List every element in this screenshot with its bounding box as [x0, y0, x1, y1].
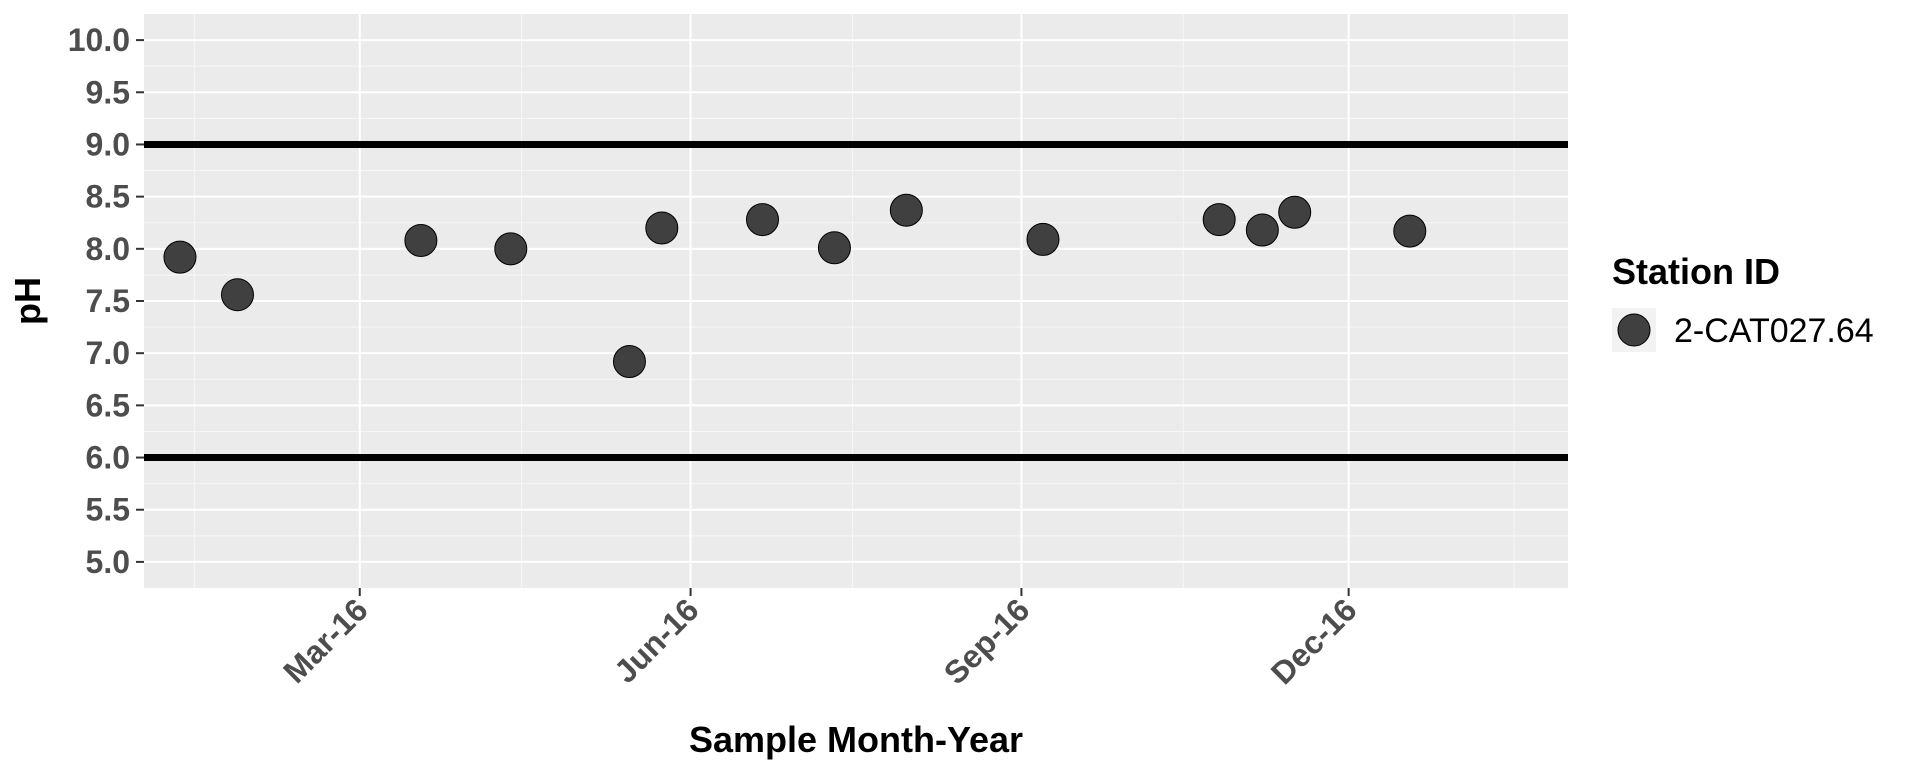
- y-tick-label: 6.0: [86, 440, 130, 476]
- legend-point-icon: [1617, 313, 1651, 347]
- y-tick-label: 5.0: [86, 544, 130, 580]
- data-point: [404, 223, 438, 257]
- y-tick-label: 7.5: [86, 283, 130, 319]
- reference-lines: [144, 140, 1568, 462]
- legend: Station ID 2-CAT027.64: [1612, 251, 1874, 352]
- y-tick-label: 8.5: [86, 179, 130, 215]
- data-point: [746, 203, 780, 237]
- y-tick-label: 10.0: [68, 22, 130, 58]
- x-tick-label: Sep-16: [937, 591, 1037, 691]
- data-point: [612, 345, 646, 379]
- y-tick-label: 9.0: [86, 126, 130, 162]
- data-points: [163, 193, 1427, 379]
- data-point: [163, 240, 197, 274]
- data-point: [1393, 214, 1427, 248]
- data-point: [1245, 213, 1279, 247]
- x-tick-label: Dec-16: [1264, 591, 1364, 691]
- data-point: [889, 193, 923, 227]
- data-point: [645, 211, 679, 245]
- x-tick-label: Jun-16: [607, 591, 705, 689]
- data-point: [494, 232, 528, 266]
- y-tick-label: 8.0: [86, 231, 130, 267]
- y-tick-label: 6.5: [86, 387, 130, 423]
- x-axis-title: Sample Month-Year: [689, 719, 1023, 760]
- y-tick-label: 7.0: [86, 335, 130, 371]
- legend-title: Station ID: [1612, 251, 1780, 292]
- y-axis-title: pH: [7, 277, 48, 325]
- x-tick-label: Mar-16: [276, 591, 374, 689]
- data-point: [1278, 195, 1312, 229]
- data-point: [1202, 203, 1236, 237]
- legend-label: 2-CAT027.64: [1674, 312, 1874, 350]
- data-point: [1026, 222, 1060, 256]
- x-axis: Mar-16 Jun-16 Sep-16 Dec-16: [276, 588, 1364, 691]
- data-point: [817, 231, 851, 265]
- y-axis: 5.0 5.5 6.0 6.5 7.0 7.5 8.0 8.5 9.0 9.5 10.0: [68, 22, 144, 580]
- y-tick-label: 9.5: [86, 74, 130, 110]
- y-tick-label: 5.5: [86, 492, 130, 528]
- data-point: [220, 278, 254, 312]
